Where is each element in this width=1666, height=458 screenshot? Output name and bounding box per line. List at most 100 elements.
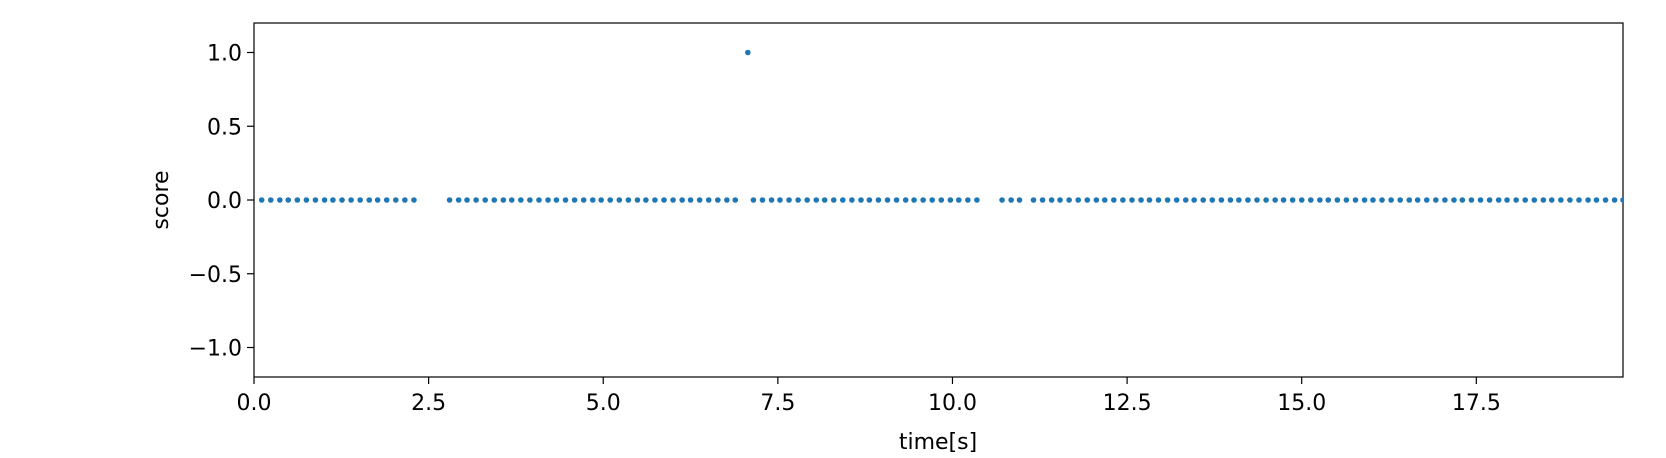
point [696, 197, 703, 203]
point [1576, 197, 1582, 203]
point [893, 197, 900, 203]
point [294, 197, 301, 203]
point [1048, 197, 1055, 203]
point [1379, 197, 1385, 203]
point [714, 197, 721, 203]
point [616, 197, 623, 203]
point [1200, 197, 1207, 203]
point [1531, 197, 1538, 203]
point [598, 197, 604, 203]
point [1263, 197, 1269, 203]
x-tick-label: 17.5 [1452, 391, 1501, 416]
point [508, 197, 515, 203]
point [804, 197, 810, 203]
point [357, 197, 363, 203]
point [348, 197, 354, 203]
point [1075, 197, 1081, 203]
point [1245, 197, 1251, 203]
point [1066, 197, 1072, 203]
point [1155, 197, 1162, 203]
point [1468, 197, 1475, 203]
y-axis-label: score [149, 170, 174, 229]
point [383, 197, 390, 203]
point [553, 197, 560, 203]
point [830, 197, 837, 203]
point [491, 197, 498, 203]
point [1120, 197, 1126, 203]
point [634, 197, 641, 203]
point [1620, 197, 1623, 203]
x-tick-label: 10.0 [928, 391, 977, 416]
point [1138, 197, 1144, 203]
y-tick-label: −0.5 [189, 263, 242, 288]
point [545, 197, 551, 203]
point [1084, 197, 1091, 203]
point [1030, 197, 1037, 203]
point [1325, 197, 1332, 203]
point [875, 197, 882, 203]
point [580, 197, 587, 203]
point [786, 197, 792, 203]
point [446, 197, 453, 203]
point [999, 197, 1005, 203]
point [1272, 197, 1278, 203]
point [589, 197, 596, 203]
point [813, 197, 820, 203]
point [1477, 197, 1484, 203]
point [482, 197, 488, 203]
point [1298, 197, 1305, 203]
point [974, 197, 980, 203]
point [884, 197, 891, 203]
point [661, 197, 667, 203]
point [518, 197, 524, 203]
point [1254, 197, 1260, 203]
point [938, 197, 945, 203]
point [1486, 197, 1493, 203]
point [745, 49, 751, 56]
point [724, 197, 730, 203]
point [267, 197, 274, 203]
point [339, 197, 345, 203]
point [1343, 197, 1350, 203]
x-tick-label: 2.5 [411, 391, 446, 416]
point [1611, 197, 1618, 203]
x-tick-label: 5.0 [586, 391, 621, 416]
x-axis-label: time[s] [899, 430, 977, 455]
point [1433, 197, 1439, 203]
point [1602, 197, 1609, 203]
point [455, 197, 462, 203]
point [1039, 197, 1046, 203]
point [1280, 197, 1287, 203]
point [777, 197, 783, 203]
point [277, 197, 283, 203]
point [759, 197, 766, 203]
point [1111, 197, 1117, 203]
point [1008, 197, 1014, 203]
point [571, 197, 578, 203]
point [1370, 197, 1376, 203]
point [1191, 197, 1197, 203]
point [285, 197, 292, 203]
x-tick-label: 12.5 [1103, 391, 1152, 416]
point [1495, 197, 1502, 203]
point [821, 197, 828, 203]
point [1016, 197, 1023, 203]
point [1504, 197, 1510, 203]
point [330, 197, 336, 203]
point [303, 197, 310, 203]
point [1236, 197, 1242, 203]
y-tick-label: 0.5 [207, 115, 242, 140]
y-tick-label: −1.0 [189, 337, 242, 362]
point [652, 197, 658, 203]
point [750, 197, 757, 203]
point [527, 197, 533, 203]
point [1352, 197, 1359, 203]
point [1209, 197, 1216, 203]
point [1406, 197, 1413, 203]
point [849, 197, 855, 203]
point [705, 197, 712, 203]
point [866, 197, 873, 203]
point [1129, 197, 1135, 203]
point [473, 197, 479, 203]
